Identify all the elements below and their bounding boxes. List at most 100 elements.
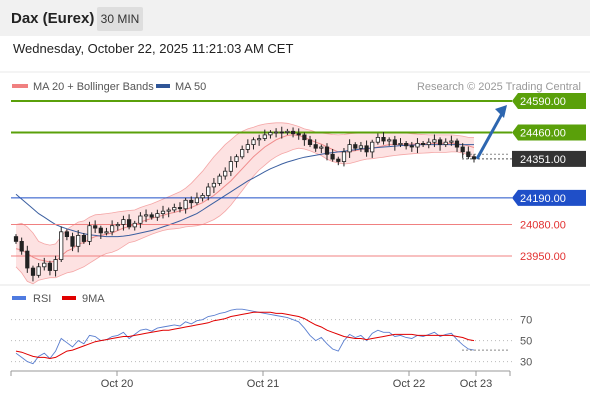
level-label-24080: 24080.00: [520, 219, 566, 231]
candle-body: [358, 145, 364, 149]
x-tick-label: Oct 23: [460, 378, 492, 390]
candle-body: [121, 219, 126, 225]
candle-body: [471, 156, 477, 160]
candle-body: [81, 234, 86, 242]
candle-body: [324, 146, 330, 155]
candle-body: [183, 199, 188, 210]
bollinger-lower-line: [15, 147, 475, 285]
candle-body: [256, 138, 262, 141]
level-label-last: 24351.00: [520, 154, 566, 166]
candle-body: [398, 142, 403, 145]
candle-body: [437, 139, 443, 146]
candle-body: [110, 225, 115, 233]
candle-body: [454, 140, 460, 148]
x-tick-label: Oct 22: [393, 378, 425, 390]
rsi-ma-line: [15, 311, 475, 360]
candle-body: [189, 199, 194, 204]
candle-body: [341, 151, 347, 162]
candle-body: [347, 144, 352, 153]
candle-body: [70, 236, 75, 247]
candle-body: [98, 227, 103, 234]
candle-body: [132, 222, 137, 228]
projection-arrow-shaft: [475, 109, 506, 160]
candle-body: [217, 175, 222, 184]
candle-body: [262, 134, 267, 139]
candle-body: [115, 224, 120, 227]
candle-body: [245, 144, 250, 150]
level-label-24590: 24590.00: [520, 96, 566, 108]
candle-body: [449, 140, 454, 143]
candle-body: [206, 186, 211, 196]
candle-body: [319, 146, 324, 149]
projection-arrow-head: [495, 105, 507, 119]
candle-body: [460, 146, 465, 153]
candle-body: [415, 142, 420, 148]
candle-body: [307, 139, 313, 146]
candle-body: [36, 266, 41, 276]
candle-body: [149, 214, 154, 218]
candle-body: [166, 209, 171, 212]
level-label-24190: 24190.00: [520, 193, 566, 205]
last-price-box: [512, 150, 586, 167]
candle-body: [127, 219, 132, 228]
candle-body: [143, 214, 149, 217]
candle-body: [409, 145, 414, 148]
rsi-tick-70: 70: [520, 315, 532, 327]
candle-body: [251, 139, 256, 146]
candle-body: [466, 151, 471, 158]
ma20-line: [15, 134, 475, 263]
candle-body: [211, 182, 216, 188]
x-tick-label: Oct 21: [247, 378, 279, 390]
candle-body: [234, 156, 239, 162]
candle-body: [53, 259, 58, 271]
datetime-label: Wednesday, October 22, 2025 11:21:03 AM …: [13, 41, 294, 56]
candle-body: [87, 225, 92, 242]
candle-body: [364, 145, 369, 153]
candle-body: [30, 267, 36, 276]
candle-body: [404, 142, 409, 147]
legend-swatch-9ma: [62, 296, 76, 300]
candle-body: [330, 153, 335, 160]
candle-body: [42, 262, 47, 268]
legend-swatch-ma50: [156, 84, 170, 88]
candle-body: [353, 144, 358, 149]
level-box-24190: [512, 189, 586, 206]
candle-body: [268, 132, 273, 136]
candle-body: [25, 250, 30, 269]
header-bar: Dax (Eurex) 30 MIN: [0, 0, 590, 36]
candle-body: [155, 213, 160, 218]
candle-body: [279, 131, 284, 134]
candle-body: [285, 130, 290, 133]
ma50-line: [15, 144, 474, 238]
candle-body: [76, 234, 81, 247]
level-label-24460: 24460.00: [520, 128, 566, 140]
candle-body: [228, 161, 233, 172]
credit-label: Research © 2025 Trading Central: [417, 81, 581, 93]
level-label-23950: 23950.00: [520, 251, 566, 263]
legend-label-9ma: 9MA: [82, 293, 105, 305]
candle-body: [443, 141, 448, 145]
legend-label-rsi: RSI: [33, 293, 51, 305]
candle-body: [273, 131, 279, 134]
candle-body: [302, 134, 307, 141]
candle-body: [59, 231, 64, 261]
candle-body: [290, 130, 296, 135]
legend-label-ma50: MA 50: [175, 81, 206, 93]
timeframe-button[interactable]: 30 MIN: [97, 7, 143, 31]
candle-body: [160, 210, 166, 214]
candle-body: [375, 136, 381, 143]
candle-body: [392, 139, 397, 146]
candle-body: [93, 225, 98, 229]
candle-body: [426, 141, 431, 145]
x-tick-label: Oct 20: [101, 378, 133, 390]
instrument-title: Dax (Eurex): [11, 10, 95, 27]
bollinger-band: [16, 122, 474, 284]
candle-body: [223, 170, 228, 177]
candle-body: [296, 133, 301, 136]
level-box-24590: [512, 93, 586, 110]
level-box-24460: [512, 124, 586, 141]
candle-body: [370, 141, 375, 153]
candle-body: [313, 144, 318, 149]
rsi-tick-50: 50: [520, 336, 532, 348]
